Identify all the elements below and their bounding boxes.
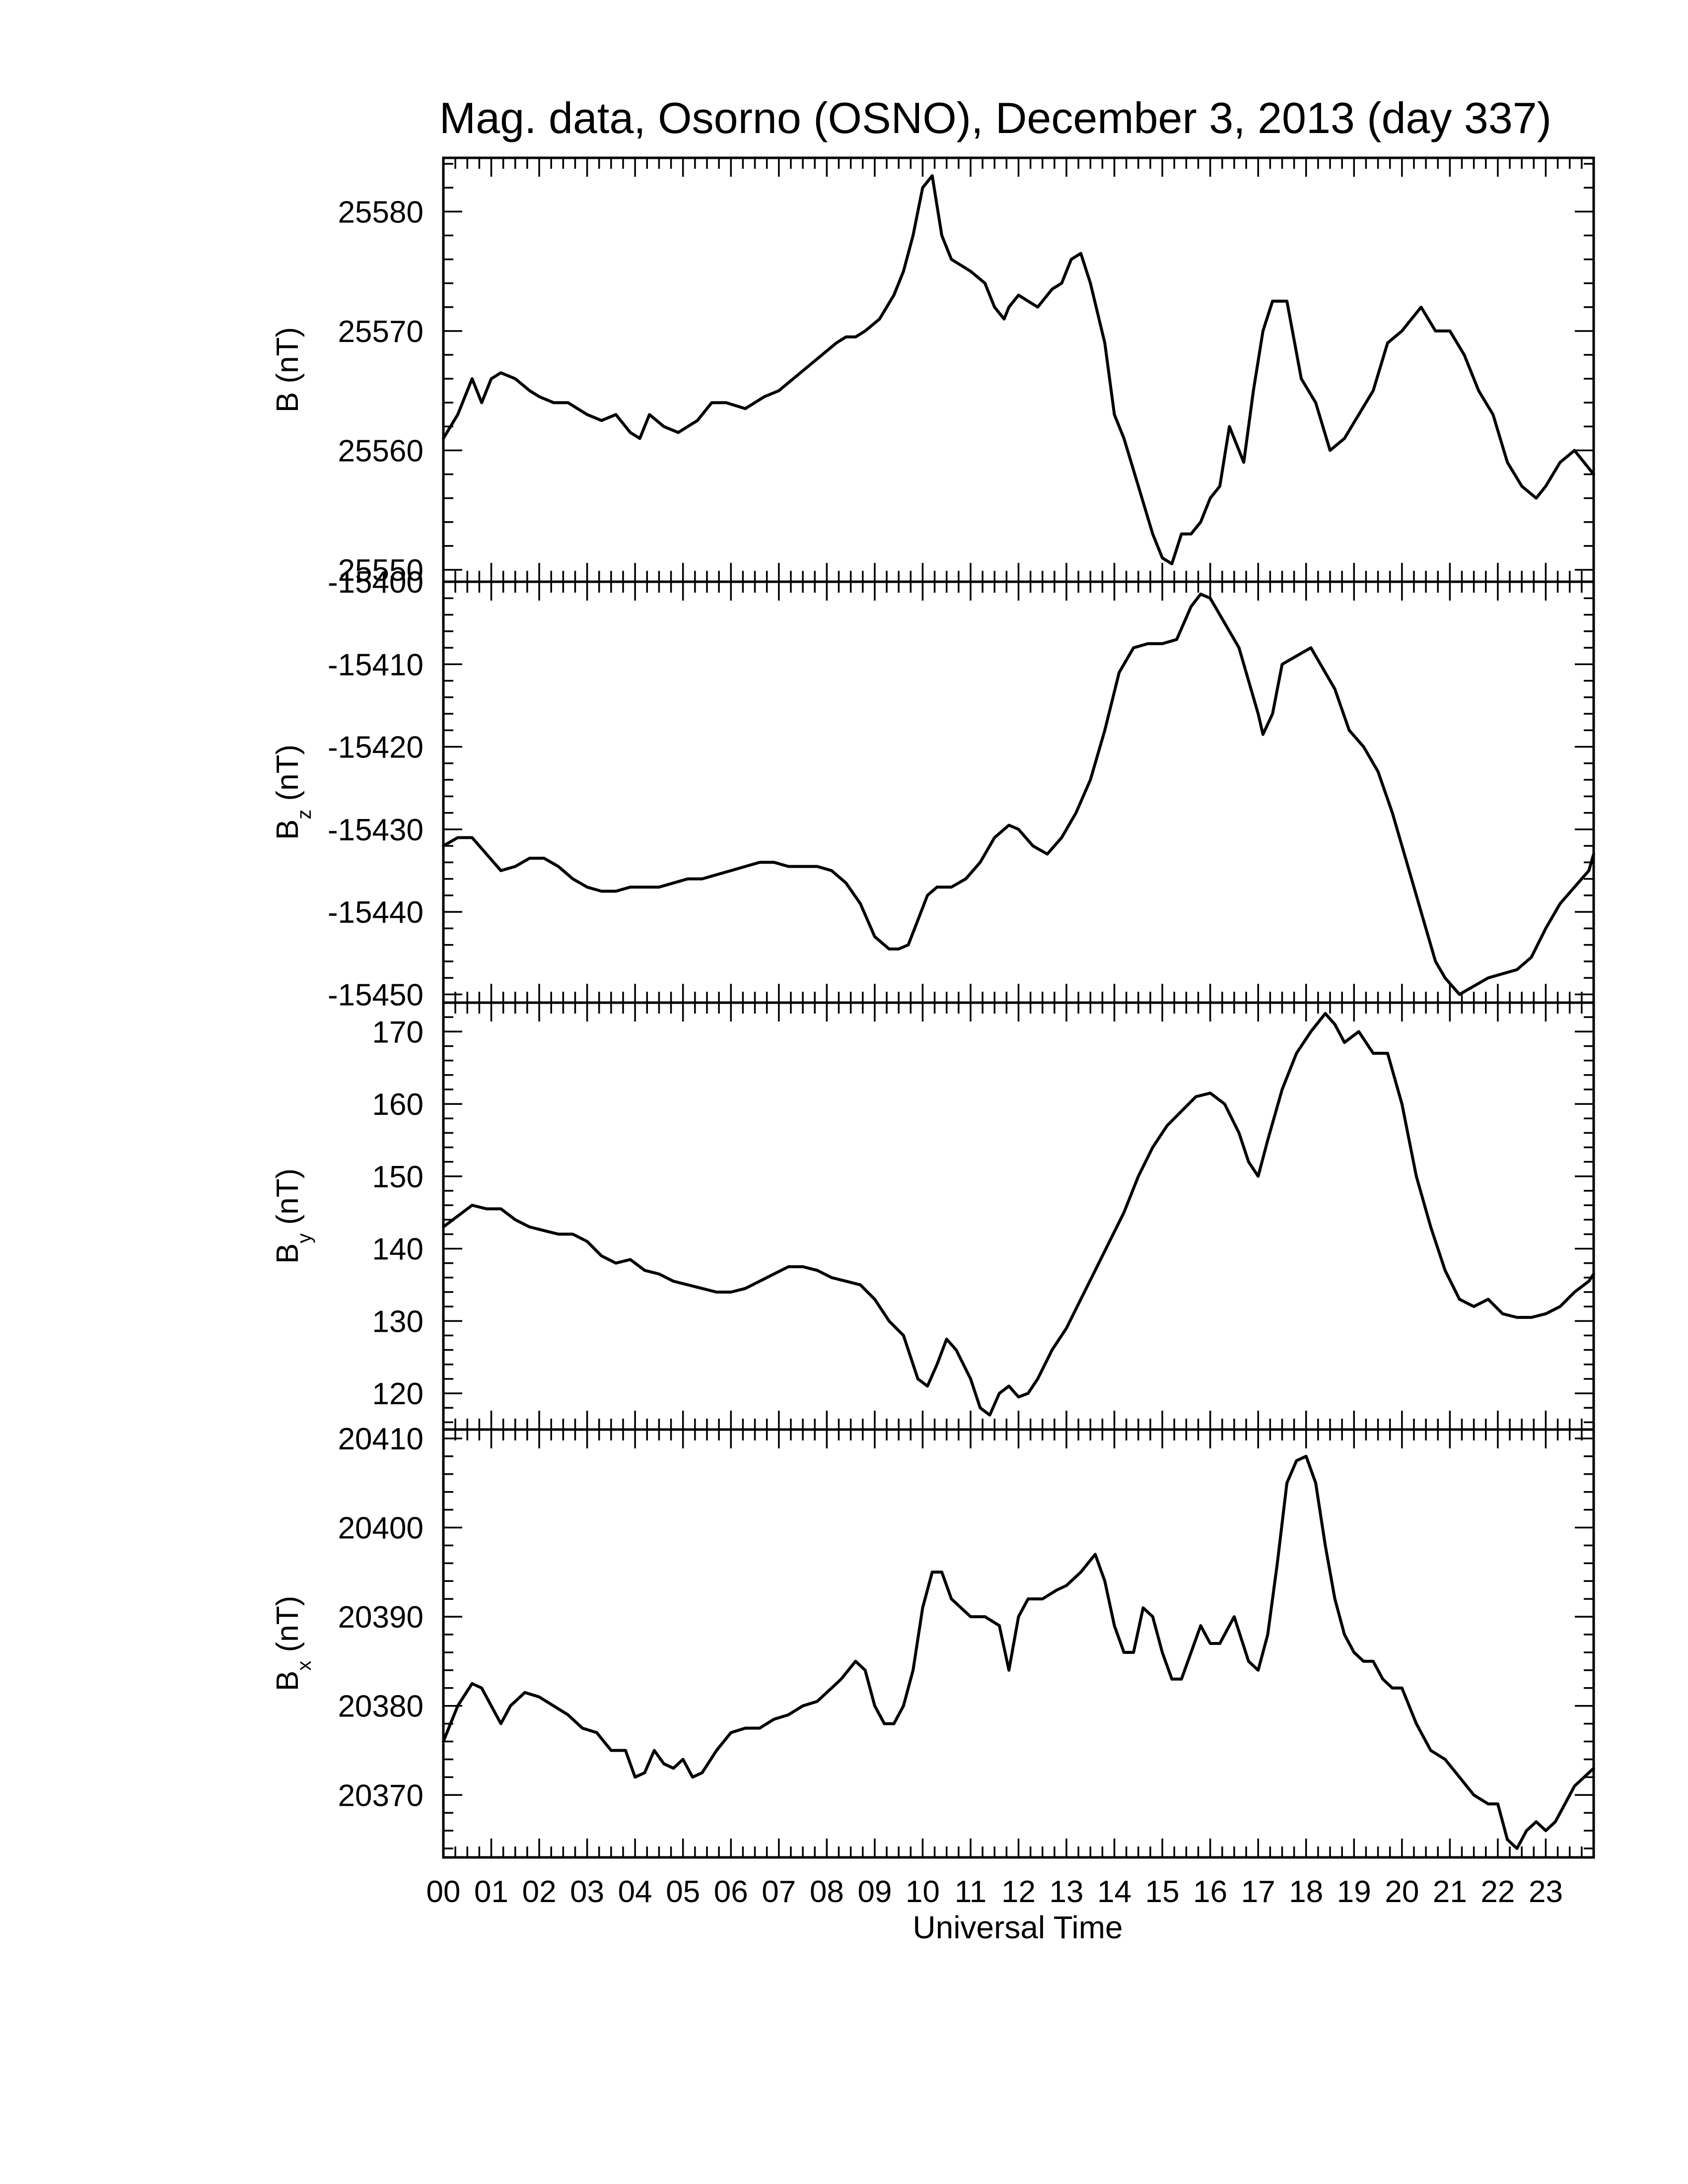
series-line-B: [442, 174, 1595, 565]
y-tick-label: 25580: [338, 195, 423, 229]
y-tick-label: 25550: [338, 553, 423, 588]
x-tick-label: 17: [1241, 1875, 1275, 1909]
panel-By: 120 130 140 150 160 170 By (nT): [271, 1001, 1595, 1431]
x-tick-label: 19: [1337, 1875, 1371, 1909]
y-axis-label: Bx (nT): [271, 1596, 315, 1691]
y-tick-label: 25560: [338, 434, 423, 468]
series-line-By: [442, 1012, 1595, 1417]
x-tick-label: 11: [955, 1875, 986, 1909]
y-axis-label: B (nT): [271, 327, 305, 412]
x-tick-label: 23: [1529, 1875, 1563, 1909]
y-tick-label: -15450: [328, 978, 423, 1012]
x-tick-label: 09: [857, 1875, 892, 1909]
x-tick-label: 18: [1289, 1875, 1323, 1909]
series-line-Bz: [442, 592, 1595, 996]
x-tick-label: 13: [1050, 1875, 1084, 1909]
x-tick-label: 22: [1480, 1875, 1515, 1909]
y-tick-label: 120: [372, 1377, 423, 1411]
x-tick-label: 10: [906, 1875, 940, 1909]
x-tick-label: 16: [1193, 1875, 1227, 1909]
y-axis-label: Bz (nT): [271, 745, 315, 840]
x-tick-label: 06: [714, 1875, 748, 1909]
y-tick-label: 20380: [338, 1690, 423, 1724]
y-tick-label: -15440: [328, 895, 423, 930]
y-tick-label: 160: [372, 1088, 423, 1122]
y-tick-label: 20410: [338, 1422, 423, 1456]
y-tick-label: 20370: [338, 1778, 423, 1813]
x-tick-label: 12: [1001, 1875, 1036, 1909]
x-tick-label: 08: [810, 1875, 844, 1909]
y-tick-label: 150: [372, 1160, 423, 1194]
x-tick-label: 20: [1385, 1875, 1419, 1909]
y-axis-label: By (nT): [271, 1168, 315, 1264]
x-tick-label: 14: [1097, 1875, 1131, 1909]
y-tick-label: -15410: [328, 648, 423, 682]
y-tick-label: -15400: [328, 565, 423, 600]
x-tick-label: 07: [762, 1875, 796, 1909]
x-tick-label: 15: [1145, 1875, 1180, 1909]
x-tick-label: 01: [474, 1875, 508, 1909]
x-tick-label: 04: [618, 1875, 652, 1909]
x-tick-labels: 00 01 02 03 04 05 06 07 08 09 10 11 12 13 14 15 16 17 18 19…: [426, 1875, 1563, 1909]
y-tick-label: 140: [372, 1232, 423, 1267]
x-axis-label: Universal Time: [913, 1910, 1123, 1945]
y-tick-label: 25570: [338, 315, 423, 349]
y-tick-label: 20400: [338, 1511, 423, 1546]
y-tick-label: 130: [372, 1304, 423, 1339]
x-tick-label: 21: [1433, 1875, 1467, 1909]
chart-title: Mag. data, Osorno (OSNO), December 3, 20…: [439, 93, 1551, 142]
y-tick-label: 170: [372, 1015, 423, 1049]
series-line-Bx: [442, 1454, 1595, 1850]
panel-B: 25550 25560 25570 25580 B (nT): [271, 156, 1595, 588]
y-tick-label: -15420: [328, 731, 423, 765]
x-tick-label: 02: [522, 1875, 557, 1909]
panel-Bz: -15450 -15440 -15430 -15420 -15410 -15400 Bz (…: [271, 565, 1595, 1012]
panel-Bx: 20370 20380 20390 20400 20410 Bx (nT): [271, 1422, 1595, 1859]
y-tick-label: 20390: [338, 1600, 423, 1635]
x-tick-label: 03: [570, 1875, 604, 1909]
x-tick-label: 05: [666, 1875, 700, 1909]
y-tick-label: -15430: [328, 813, 423, 847]
x-tick-label: 00: [426, 1875, 461, 1909]
